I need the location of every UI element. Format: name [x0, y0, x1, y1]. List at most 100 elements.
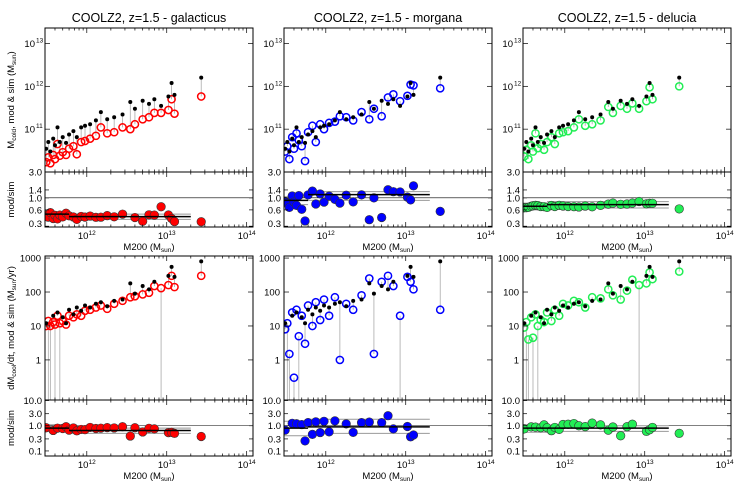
mod-point: [395, 311, 405, 321]
ratio-point: [369, 193, 379, 203]
tick-exponent: 13: [168, 230, 176, 237]
ratio-tick-label: 0.1: [268, 446, 281, 457]
tick-base: 10: [317, 231, 328, 242]
sim-point: [318, 125, 323, 130]
ratio-point: [435, 206, 445, 217]
x-axis-label: M200 (Msun): [362, 471, 413, 483]
ratio-point: [130, 212, 140, 223]
tick-exponent: 14: [248, 459, 256, 466]
sim-point: [523, 146, 527, 151]
sim-point: [590, 298, 595, 303]
mod-point: [335, 355, 345, 365]
mod-point: [596, 294, 605, 303]
ratio-axis-label: mod/sim: [6, 410, 17, 446]
sim-point: [83, 123, 88, 128]
sim-point: [332, 118, 337, 123]
sim-point: [71, 312, 76, 317]
tick-base: 10: [317, 460, 328, 471]
mod-point: [403, 91, 412, 101]
sim-point: [411, 274, 416, 279]
tick-base: 10: [263, 39, 274, 50]
tick-base: 10: [269, 321, 280, 332]
ratio-point: [377, 417, 387, 428]
sim-point: [322, 123, 327, 128]
sim-point: [93, 118, 98, 123]
sim-point: [290, 136, 295, 141]
sim-point: [650, 274, 655, 279]
mod-point: [435, 83, 445, 93]
tick-exponent: 14: [726, 230, 734, 237]
tick-base: 1000: [259, 254, 280, 265]
ratio-axis-label: mod/sim: [6, 181, 17, 217]
mod-point: [674, 81, 684, 91]
mod-point: [569, 123, 579, 132]
sim-point: [598, 112, 603, 117]
ratio-plot-area: [284, 411, 492, 446]
ratio-tick-label: 0.3: [507, 434, 520, 445]
sim-point: [610, 106, 615, 111]
mod-point: [550, 139, 560, 149]
mod-point: [45, 316, 53, 326]
y-label-part: /yr): [6, 266, 17, 280]
ratio-point: [408, 181, 419, 191]
sim-point: [625, 287, 629, 292]
x-tick-label: 1014: [238, 459, 256, 471]
sim-point: [303, 321, 308, 326]
x-axis-label: M200 (Msun): [601, 471, 652, 483]
tick-base: 10: [716, 231, 727, 242]
ratio-point: [356, 417, 367, 428]
mod-point: [580, 303, 590, 312]
y-tick-label: 1000: [20, 254, 41, 265]
tick-exponent: 14: [726, 459, 734, 466]
sim-point: [64, 140, 69, 145]
y-label-sub: cold: [11, 128, 18, 140]
ratio-point: [149, 210, 159, 220]
sim-point: [545, 132, 550, 137]
sim-point: [287, 149, 292, 154]
sim-point: [524, 140, 529, 145]
ratio-tick-label: 0.3: [29, 219, 42, 230]
mod-point: [300, 339, 310, 349]
sim-point: [79, 308, 84, 313]
sim-point: [52, 143, 57, 148]
mod-point: [285, 154, 294, 164]
sim-point: [337, 300, 342, 305]
sim-point: [542, 321, 547, 326]
tick-base: 10: [24, 82, 35, 93]
y-label-part: dM: [6, 377, 17, 390]
mod-point: [377, 111, 387, 121]
mod-point: [369, 349, 379, 359]
sim-point: [128, 100, 133, 105]
tick-base: 10: [24, 39, 35, 50]
sim-point: [408, 264, 413, 269]
mod-point: [642, 278, 651, 288]
sim-point: [152, 279, 157, 284]
sim-point: [566, 122, 571, 127]
mod-point: [406, 277, 415, 287]
x-tick-label: 1013: [636, 459, 654, 471]
sim-point: [367, 100, 372, 105]
x-label-end: ): [649, 471, 652, 482]
sim-point: [132, 106, 137, 111]
x-tick-label: 1012: [317, 459, 335, 471]
sim-point: [438, 259, 443, 264]
tick-base: 10: [477, 231, 488, 242]
ratio-tick-label: 3.0: [507, 409, 520, 420]
tick-base: 1: [275, 355, 280, 366]
mod-point: [284, 318, 292, 328]
y-label-part: , mod & sim (M: [6, 65, 17, 129]
mod-point: [50, 320, 60, 329]
mod-point: [297, 141, 307, 151]
tick-exponent: 13: [407, 459, 415, 466]
ratio-point: [300, 436, 310, 446]
sim-point: [67, 307, 72, 312]
sim-point: [48, 149, 53, 154]
mod-point: [369, 104, 379, 114]
ratio-point: [303, 417, 313, 428]
x-label-main: M200 (M: [601, 471, 639, 482]
mod-point: [524, 154, 533, 164]
mod-point: [308, 321, 317, 331]
sim-point: [51, 313, 56, 318]
sim-point: [557, 125, 562, 130]
sim-point: [379, 98, 384, 103]
